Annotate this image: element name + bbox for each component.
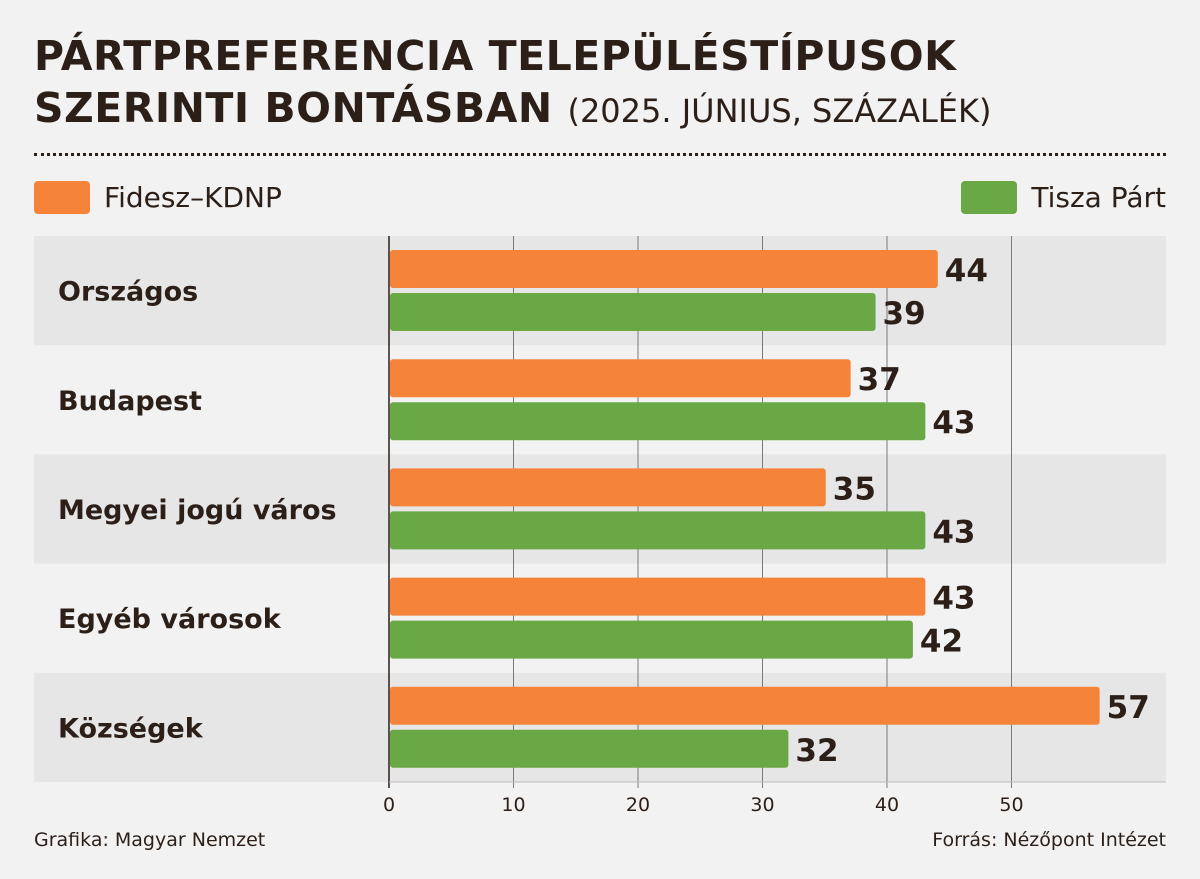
bar-tisza [390, 620, 913, 659]
bar-fidesz [390, 686, 1100, 725]
value-label-fidesz: 35 [833, 471, 876, 507]
legend-swatch-tisza [961, 180, 1018, 214]
footer-source: Forrás: Nézőpont Intézet [932, 829, 1166, 851]
value-label-tisza: 43 [932, 514, 975, 550]
category-label: Községek [58, 713, 204, 744]
legend-item-tisza: Tisza Párt [961, 180, 1166, 214]
value-label-fidesz: 43 [932, 581, 975, 617]
dotted-divider [34, 153, 1166, 156]
value-label-tisza: 39 [883, 296, 926, 332]
chart-title: PÁRTPREFERENCIA TELEPÜLÉSTÍPUSOK SZERINT… [34, 30, 1174, 137]
chart-subtitle: (2025. JÚNIUS, SZÁZALÉK) [567, 92, 992, 130]
category-label: Egyéb városok [58, 604, 282, 635]
bar-tisza [390, 402, 926, 441]
bar-tisza [390, 293, 876, 331]
x-tick-label: 10 [501, 794, 525, 816]
bar-tisza [390, 729, 789, 768]
bar-fidesz [390, 468, 826, 507]
value-label-tisza: 43 [932, 405, 975, 441]
x-tick-label: 0 [383, 794, 395, 816]
bar-fidesz [390, 577, 926, 616]
category-label: Megyei jogú város [58, 495, 337, 526]
legend-label-tisza: Tisza Párt [1031, 180, 1166, 214]
chart-title-main: PÁRTPREFERENCIA TELEPÜLÉSTÍPUSOK SZERINT… [34, 32, 957, 132]
value-label-fidesz: 57 [1107, 690, 1150, 726]
x-tick-label: 30 [750, 794, 774, 816]
footer-credit: Grafika: Magyar Nemzet [34, 829, 266, 851]
value-label-tisza: 42 [920, 624, 963, 660]
bar-fidesz [390, 359, 851, 398]
value-label-fidesz: 44 [945, 253, 988, 289]
legend-label-fidesz: Fidesz–KDNP [104, 180, 282, 214]
legend-swatch-fidesz [34, 180, 90, 214]
bar-tisza [390, 511, 926, 550]
bar-fidesz [390, 250, 938, 288]
legend-item-fidesz: Fidesz–KDNP [34, 180, 282, 214]
category-label: Budapest [58, 386, 202, 417]
x-tick-label: 20 [626, 794, 650, 816]
category-label: Országos [58, 277, 198, 308]
x-tick-label: 40 [875, 794, 899, 816]
value-label-fidesz: 37 [858, 362, 901, 398]
value-label-tisza: 32 [795, 733, 838, 769]
x-tick-label: 50 [999, 794, 1023, 816]
